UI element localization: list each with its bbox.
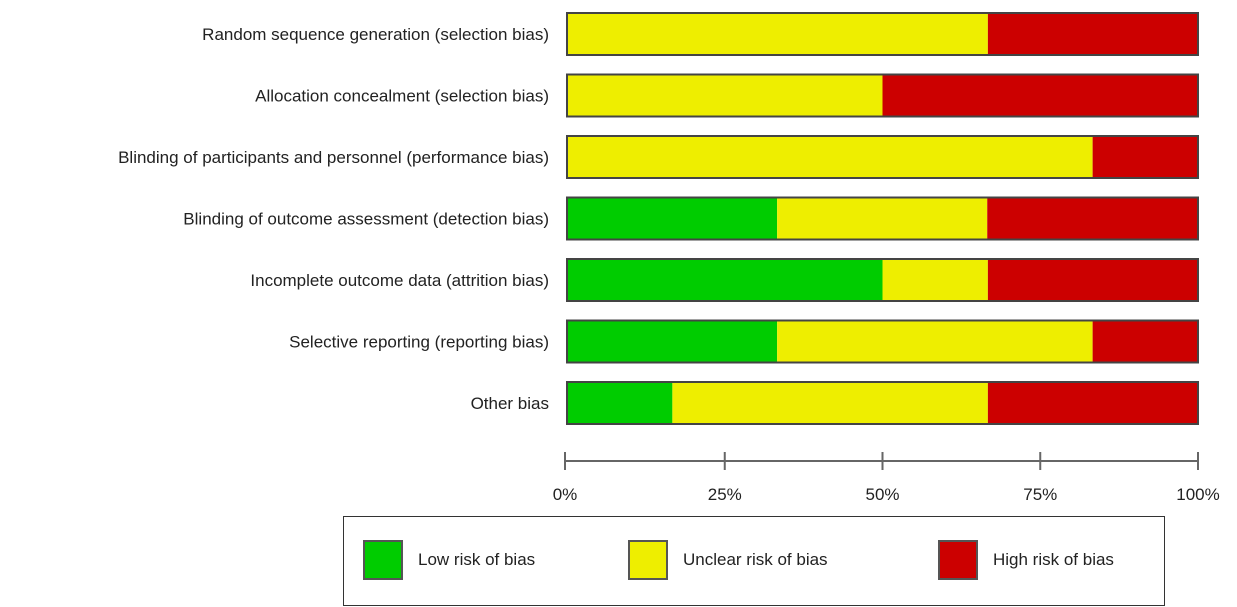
bar-segment	[987, 259, 1198, 301]
bar-outline	[566, 381, 1199, 425]
bar-outline	[566, 319, 1199, 364]
legend-swatch-high	[938, 540, 978, 580]
bar-segment	[567, 197, 778, 240]
bar-segment	[777, 197, 988, 240]
bar-segment	[777, 320, 1093, 363]
x-tick-label: 50%	[865, 485, 899, 504]
bar-segment	[987, 197, 1198, 240]
legend-label-high: High risk of bias	[993, 550, 1114, 569]
bar-segment	[567, 74, 883, 117]
category-label: Blinding of participants and personnel (…	[118, 148, 549, 167]
bar-segment	[987, 13, 1198, 55]
legend-item-unclear: Unclear risk of bias	[628, 539, 828, 581]
legend-item-high: High risk of bias	[938, 539, 1114, 581]
bar-outline	[566, 73, 1199, 118]
risk-of-bias-chart: Random sequence generation (selection bi…	[118, 12, 1220, 504]
bar-outline	[566, 12, 1199, 56]
x-tick-label: 0%	[553, 485, 578, 504]
category-label: Incomplete outcome data (attrition bias)	[250, 271, 549, 290]
bars-group	[566, 12, 1199, 425]
bar-outline	[566, 196, 1199, 241]
bar-outline	[566, 135, 1199, 179]
category-label: Allocation concealment (selection bias)	[255, 87, 549, 106]
bar-segment	[1092, 320, 1198, 363]
bar-segment	[882, 74, 1198, 117]
category-label: Other bias	[471, 394, 549, 413]
legend: Low risk of bias Unclear risk of bias Hi…	[343, 516, 1165, 606]
bar-segment	[567, 259, 883, 301]
legend-swatch-unclear	[628, 540, 668, 580]
bar-segment	[987, 382, 1198, 424]
x-axis: 0% 25% 50% 75% 100%	[553, 452, 1220, 504]
legend-label-low: Low risk of bias	[418, 550, 536, 569]
bar-segment	[567, 382, 673, 424]
bar-segment	[1092, 136, 1198, 178]
category-label: Blinding of outcome assessment (detectio…	[183, 210, 549, 229]
legend-label-unclear: Unclear risk of bias	[683, 550, 828, 569]
bar-segment	[567, 136, 1093, 178]
bar-segment	[567, 13, 988, 55]
x-tick-label: 75%	[1023, 485, 1057, 504]
bar-segment	[672, 382, 988, 424]
x-tick-label: 25%	[708, 485, 742, 504]
bar-segment	[567, 320, 778, 363]
category-label: Selective reporting (reporting bias)	[289, 333, 549, 352]
category-labels: Random sequence generation (selection bi…	[118, 25, 549, 413]
legend-swatch-low	[363, 540, 403, 580]
category-label: Random sequence generation (selection bi…	[202, 25, 549, 44]
bar-segment	[882, 259, 988, 301]
legend-item-low: Low risk of bias	[363, 539, 535, 581]
x-tick-label: 100%	[1176, 485, 1219, 504]
bar-outline	[566, 258, 1199, 302]
